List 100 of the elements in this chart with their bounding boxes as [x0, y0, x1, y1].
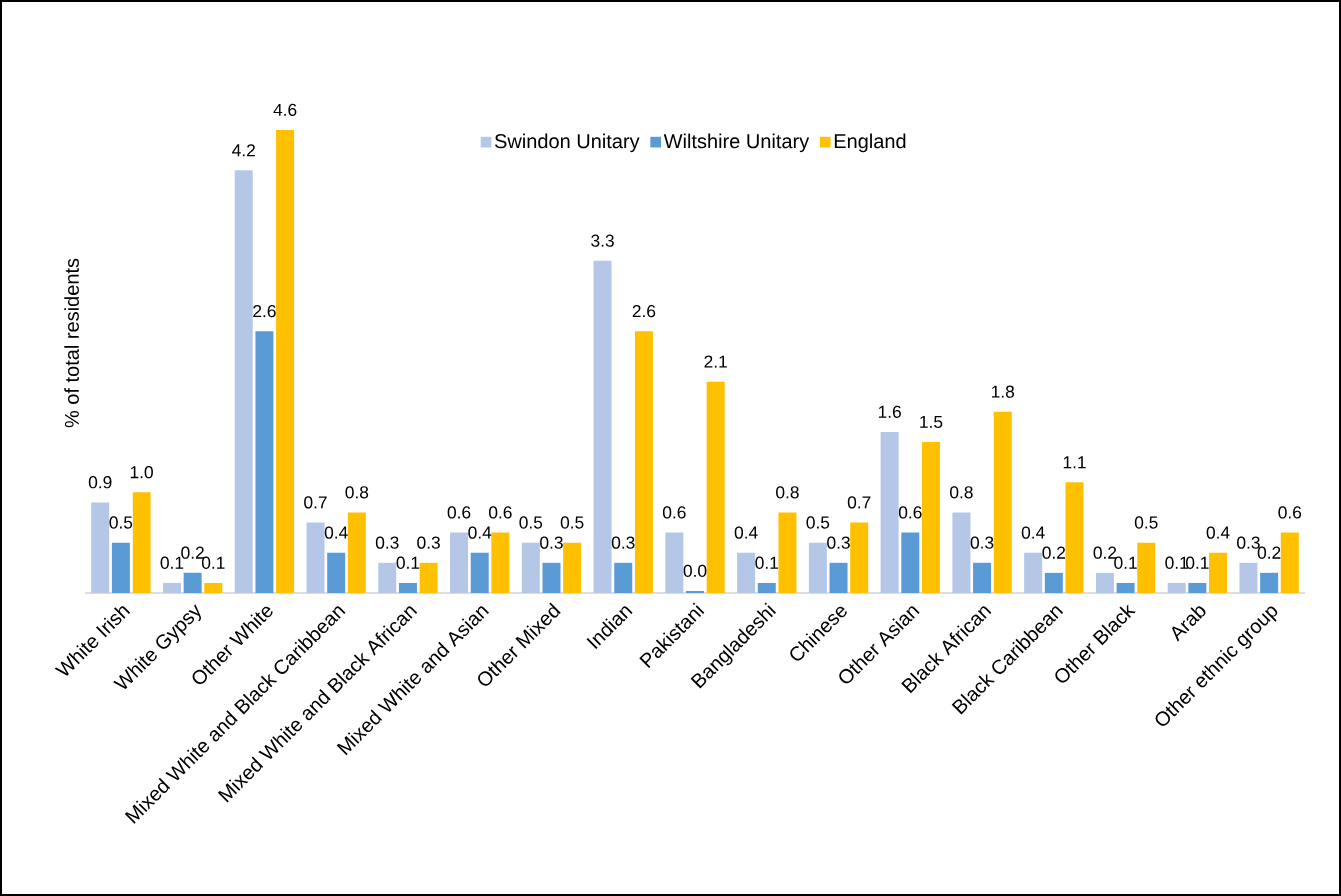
bar — [470, 552, 489, 593]
data-label: 0.4 — [1206, 526, 1230, 539]
bar — [563, 542, 582, 593]
legend-label: Swindon Unitary — [494, 133, 640, 153]
data-label: 2.6 — [632, 305, 656, 318]
bar — [921, 442, 940, 593]
bar — [491, 532, 510, 593]
bar — [757, 582, 776, 593]
data-label: 0.7 — [304, 496, 327, 509]
bar — [1188, 582, 1207, 593]
data-label: 0.3 — [611, 536, 635, 549]
data-label: 0.6 — [447, 506, 471, 519]
bar — [778, 512, 797, 593]
bar — [1280, 532, 1299, 593]
bar — [665, 532, 684, 593]
bar — [450, 532, 469, 593]
data-label: 0.6 — [662, 506, 686, 519]
bar — [378, 562, 397, 593]
bar — [808, 542, 827, 593]
bar — [1239, 562, 1258, 593]
bar — [327, 552, 346, 593]
bar — [91, 502, 110, 593]
bar — [706, 381, 725, 593]
data-label: 2.1 — [704, 355, 727, 368]
data-label: 0.6 — [489, 506, 512, 519]
bar — [973, 562, 992, 593]
data-label: 0.1 — [1114, 556, 1137, 569]
bar — [111, 542, 130, 593]
data-label: 0.1 — [1165, 556, 1188, 569]
data-label: 0.4 — [468, 526, 492, 539]
bar — [255, 331, 274, 593]
data-label: 1.8 — [992, 385, 1015, 398]
data-label: 0.3 — [970, 536, 994, 549]
data-label: 0.5 — [1134, 516, 1158, 529]
bar — [276, 130, 295, 593]
bar — [634, 331, 653, 593]
bar — [1095, 572, 1114, 593]
bar — [542, 562, 561, 593]
data-label: 0.9 — [88, 476, 112, 489]
data-label: 0.1 — [755, 556, 778, 569]
data-label: 0.4 — [324, 526, 348, 539]
bar — [993, 411, 1012, 593]
bar — [829, 562, 848, 593]
bar — [614, 562, 633, 593]
data-label: 0.6 — [898, 506, 922, 519]
data-label: 0.5 — [519, 516, 543, 529]
data-label: 4.6 — [273, 103, 297, 116]
bar — [521, 542, 540, 593]
data-label: 0.8 — [776, 486, 799, 499]
bar — [686, 590, 705, 593]
data-label: 1.5 — [920, 415, 943, 428]
bar — [398, 582, 417, 593]
bar — [1065, 482, 1084, 593]
data-label: 0.6 — [1278, 506, 1302, 519]
bar — [1209, 552, 1228, 593]
bar — [1044, 572, 1063, 593]
data-label: 1.6 — [878, 405, 901, 418]
legend-label: England — [834, 133, 906, 153]
data-label: 0.0 — [683, 564, 707, 577]
y-axis-title: % of total residents — [64, 258, 79, 428]
data-label: 0.1 — [160, 556, 184, 569]
bar — [234, 170, 253, 593]
data-label: 0.3 — [540, 536, 563, 549]
legend-label: Wiltshire Unitary — [663, 133, 810, 153]
bar — [1260, 572, 1279, 593]
data-label: 0.4 — [734, 526, 758, 539]
data-label: 0.3 — [827, 536, 850, 549]
data-label: 0.2 — [1093, 546, 1117, 559]
bar — [183, 572, 202, 593]
data-label: 1.0 — [130, 466, 153, 479]
bar — [1116, 582, 1135, 593]
bar — [952, 512, 971, 593]
bar — [1167, 582, 1186, 593]
bar — [593, 260, 612, 593]
bar — [204, 582, 223, 593]
bar — [419, 562, 438, 593]
data-label: 0.3 — [417, 536, 440, 549]
data-label: 0.1 — [1185, 556, 1209, 569]
bar — [306, 522, 325, 593]
data-label: 0.8 — [345, 486, 369, 499]
data-label: 2.6 — [253, 305, 276, 318]
data-label: 0.5 — [109, 516, 133, 529]
data-label: 1.1 — [1063, 456, 1086, 469]
data-label: 0.2 — [181, 546, 204, 559]
data-label: 0.3 — [375, 536, 399, 549]
bar — [347, 512, 366, 593]
bar — [1137, 542, 1156, 593]
data-label: 0.2 — [1042, 546, 1065, 559]
bar — [850, 522, 869, 593]
data-label: 0.5 — [560, 516, 584, 529]
data-label: 0.7 — [847, 496, 871, 509]
data-label: 3.3 — [591, 234, 614, 247]
bar — [162, 582, 181, 593]
bar — [1024, 552, 1043, 593]
data-label: 0.4 — [1021, 526, 1045, 539]
data-label: 0.1 — [201, 556, 225, 569]
bar — [132, 492, 151, 593]
data-label: 4.2 — [232, 144, 255, 157]
bar — [901, 532, 920, 593]
data-label: 0.5 — [806, 516, 830, 529]
